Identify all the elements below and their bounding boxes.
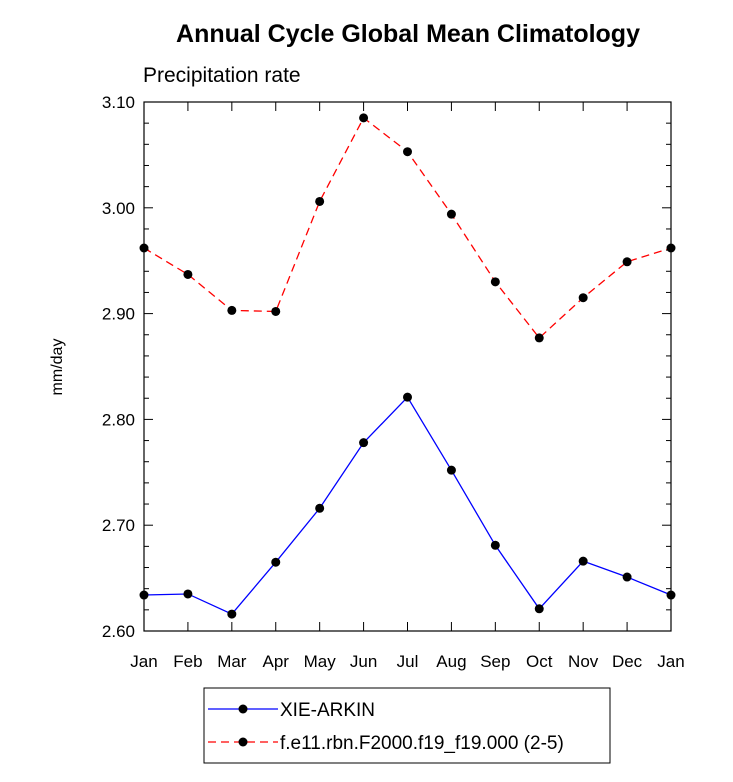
data-point xyxy=(446,209,456,219)
y-tick-label: 2.70 xyxy=(102,516,135,535)
legend-label-1: XIE-ARKIN xyxy=(280,700,375,721)
data-point xyxy=(139,243,149,253)
data-point xyxy=(139,590,149,600)
data-point xyxy=(446,465,456,475)
legend-entries: XIE-ARKIN f.e11.rbn.F2000.f19_f19.000 (2-… xyxy=(208,700,564,754)
x-tick-label: Jan xyxy=(657,652,684,671)
x-tick-label: Feb xyxy=(173,652,202,671)
data-point xyxy=(227,609,237,619)
legend: XIE-ARKIN f.e11.rbn.F2000.f19_f19.000 (2-… xyxy=(203,687,611,764)
x-tick-label: Mar xyxy=(217,652,247,671)
x-tick-label: Nov xyxy=(568,652,599,671)
data-point xyxy=(271,306,281,316)
data-point xyxy=(666,590,676,600)
data-point xyxy=(490,277,500,287)
axis-ticks: 2.60 2.70 2.80 2.90 3.00 3.10 Jan Feb Mar Apr May J… xyxy=(102,93,685,671)
y-tick-label: 3.00 xyxy=(102,199,135,218)
chart-title: Annual Cycle Global Mean Climatology xyxy=(176,20,640,48)
x-tick-label: Sep xyxy=(480,652,510,671)
x-tick-label: Jun xyxy=(350,652,377,671)
data-point xyxy=(578,556,588,566)
x-tick-label: Apr xyxy=(263,652,290,671)
x-tick-label: Jul xyxy=(397,652,419,671)
y-tick-label: 2.60 xyxy=(102,622,135,641)
legend-label-2: f.e11.rbn.F2000.f19_f19.000 (2-5) xyxy=(280,733,564,754)
x-tick-label: Jan xyxy=(130,652,157,671)
y-tick-label: 3.10 xyxy=(102,93,135,112)
data-point xyxy=(271,557,281,567)
series-layer xyxy=(139,113,676,619)
series-line-1 xyxy=(143,396,672,615)
data-point xyxy=(534,333,544,343)
legend-marker xyxy=(238,704,248,714)
x-tick-label: May xyxy=(304,652,337,671)
data-point xyxy=(183,589,193,599)
chart-subtitle: Precipitation rate xyxy=(143,64,301,87)
y-tick-label: 2.90 xyxy=(102,305,135,324)
y-axis-label: mm/day xyxy=(49,339,66,396)
data-point xyxy=(227,305,237,315)
data-point xyxy=(359,438,369,448)
y-tick-label: 2.80 xyxy=(102,410,135,429)
x-tick-label: Dec xyxy=(612,652,643,671)
data-point xyxy=(183,269,193,279)
data-point xyxy=(578,293,588,303)
legend-box xyxy=(203,687,611,764)
data-point xyxy=(666,243,676,253)
data-point xyxy=(403,392,412,402)
legend-marker xyxy=(238,737,248,747)
plot-frame xyxy=(143,101,672,632)
data-point xyxy=(622,257,632,267)
data-point xyxy=(315,503,325,513)
data-point xyxy=(534,604,544,614)
x-tick-label: Oct xyxy=(526,652,553,671)
data-point xyxy=(622,572,632,582)
x-tick-label: Aug xyxy=(436,652,466,671)
data-point xyxy=(315,196,325,206)
data-point xyxy=(359,113,369,123)
data-point xyxy=(490,540,500,550)
data-point xyxy=(403,147,412,157)
